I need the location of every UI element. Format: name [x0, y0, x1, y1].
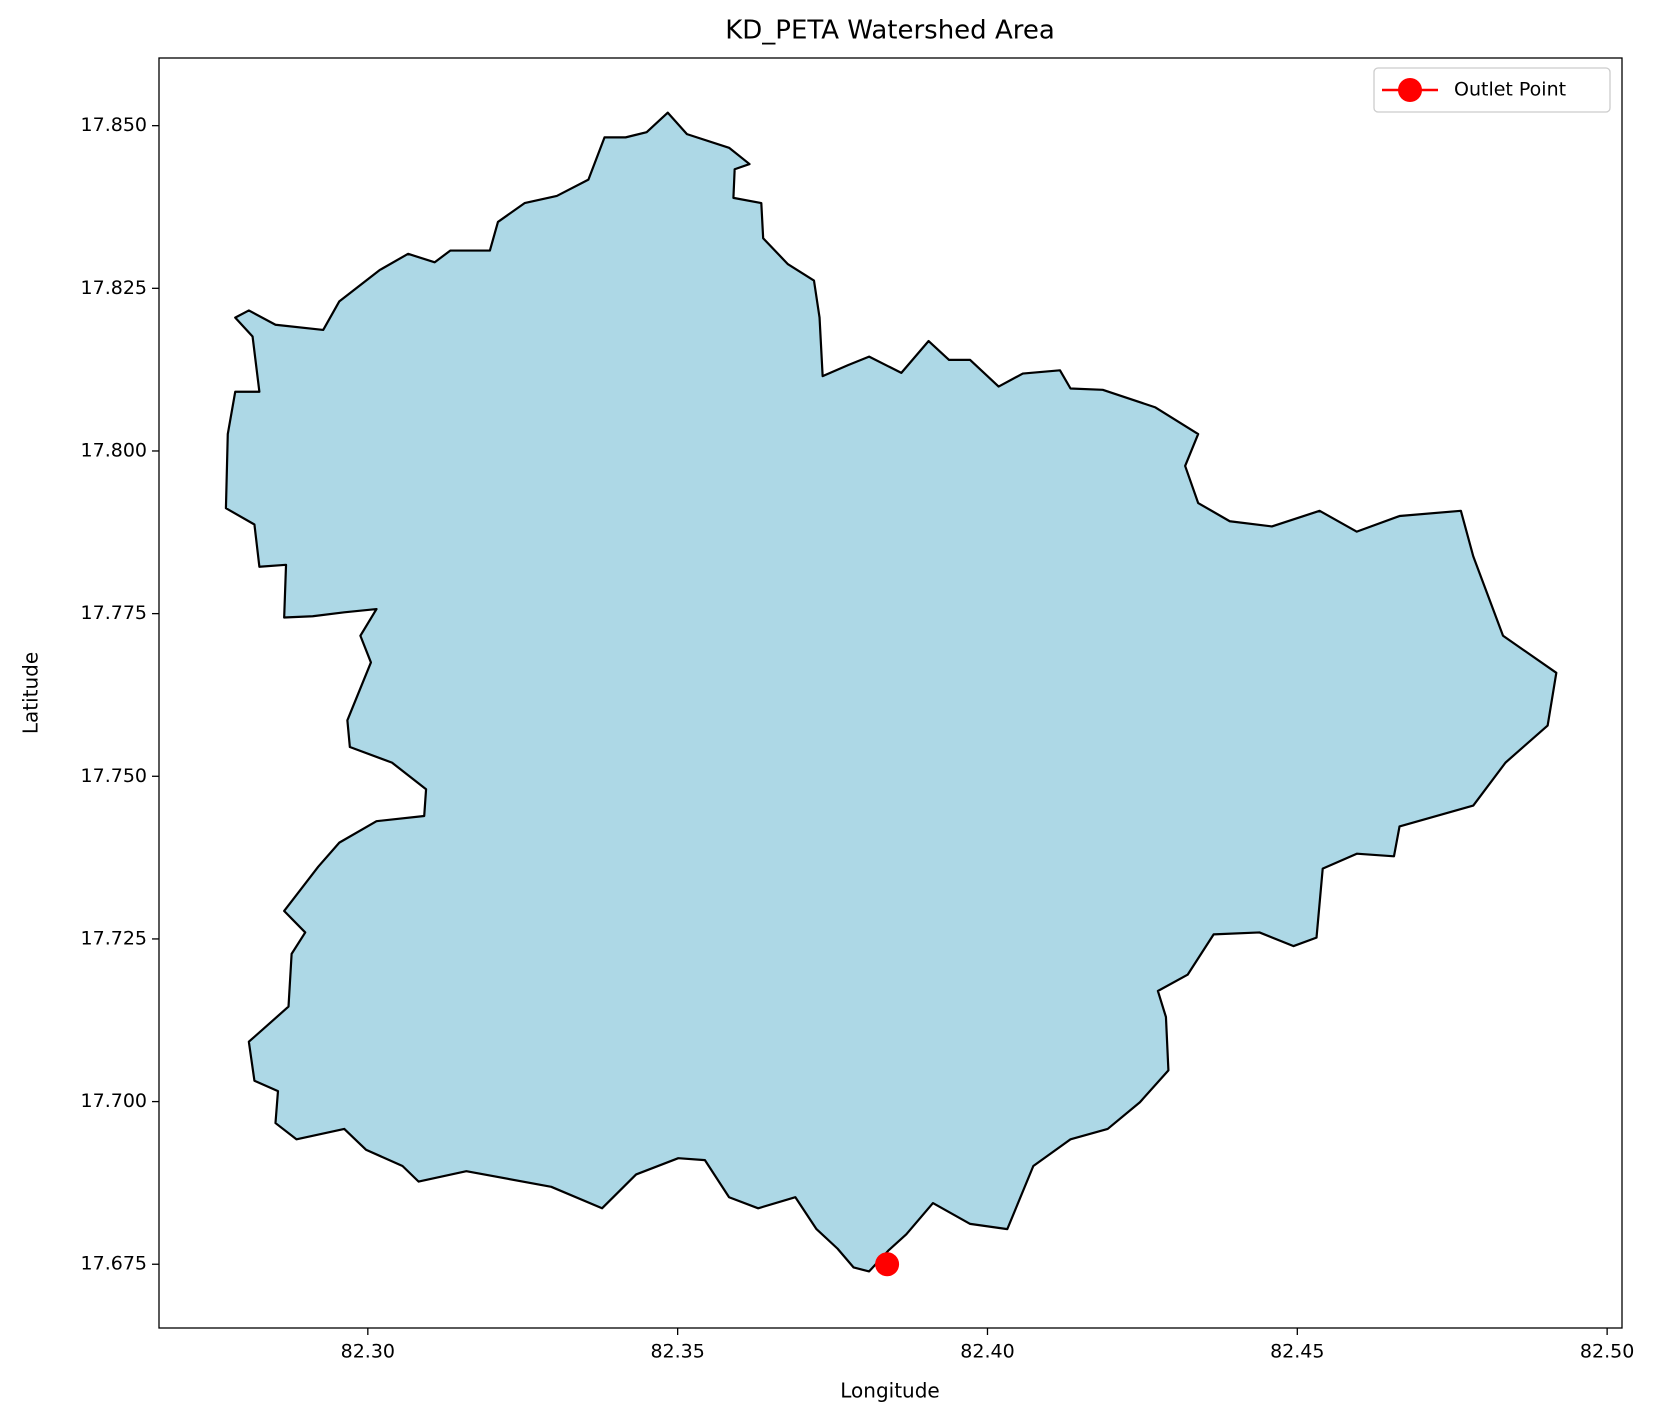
x-tick-label: 82.35: [650, 1341, 704, 1363]
y-tick-label: 17.675: [81, 1253, 147, 1275]
x-tick-label: 82.50: [1580, 1341, 1634, 1363]
outlet-point: [875, 1252, 900, 1277]
y-axis-label: Latitude: [19, 652, 43, 734]
legend-label: Outlet Point: [1454, 79, 1566, 101]
chart-title: KD_PETA Watershed Area: [725, 16, 1055, 46]
y-tick-label: 17.775: [81, 602, 147, 624]
x-tick-label: 82.40: [960, 1341, 1014, 1363]
plot-frame: [158, 57, 1623, 1329]
x-tick-label: 82.30: [341, 1341, 395, 1363]
y-tick-label: 17.750: [81, 765, 147, 787]
legend-box: [1373, 67, 1611, 113]
y-tick-label: 17.825: [81, 277, 147, 299]
watershed-boundary: [224, 111, 1558, 1273]
y-tick-label: 17.800: [81, 439, 147, 461]
legend-marker: [1398, 78, 1422, 102]
y-tick-label: 17.850: [81, 114, 147, 136]
x-tick-label: 82.45: [1270, 1341, 1324, 1363]
y-tick-label: 17.700: [81, 1090, 147, 1112]
x-axis-label: Longitude: [840, 1379, 939, 1403]
y-tick-label: 17.725: [81, 927, 147, 949]
